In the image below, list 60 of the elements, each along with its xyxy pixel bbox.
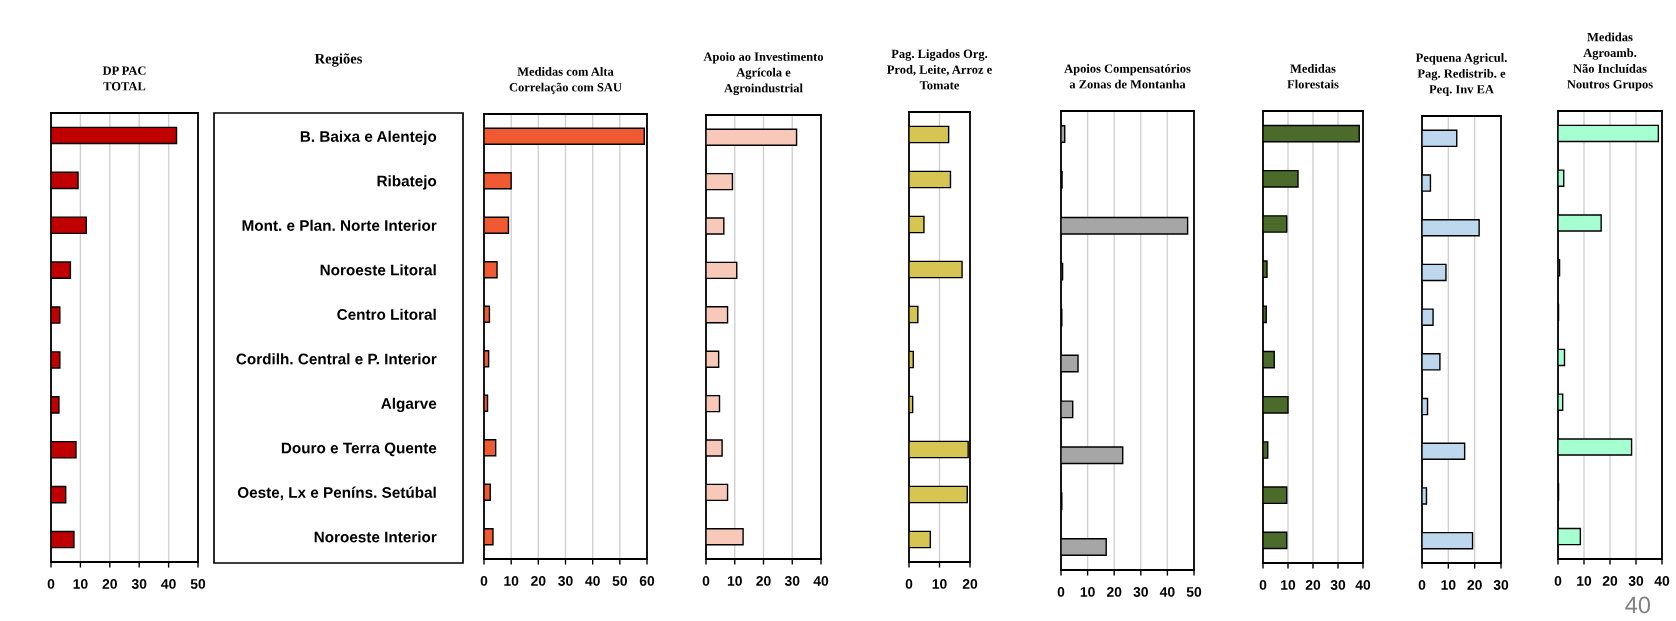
x-tick-label: 0 <box>47 579 55 589</box>
x-tick-label: 0 <box>702 576 710 586</box>
x-tick-label: 30 <box>1628 576 1644 586</box>
chart-title: DP PAC TOTAL <box>102 66 146 91</box>
chart-title: Pequena Agricul. Pag. Redistrib. e Peq. Inv EA <box>1415 53 1507 96</box>
y-tick-label: Noroeste Interior <box>314 531 437 543</box>
chart-title: Apoios Compensatórios a Zonas de Montanha <box>1064 63 1191 89</box>
x-tick-label: 30 <box>1133 587 1148 597</box>
x-tick-label: 20 <box>756 576 771 586</box>
y-axis-title: Regiões <box>314 53 363 67</box>
x-tick-label: 20 <box>1467 580 1482 590</box>
x-tick-label: 20 <box>962 579 978 589</box>
x-tick-label: 20 <box>102 579 117 589</box>
x-tick-label: 0 <box>480 576 488 586</box>
y-tick-label: Oeste, Lx e Peníns. Setúbal <box>237 486 436 501</box>
x-tick-label: 30 <box>784 576 800 586</box>
x-tick-label: 10 <box>932 579 947 589</box>
x-tick-label: 10 <box>504 576 519 586</box>
x-tick-label: 20 <box>1305 580 1321 590</box>
x-tick-label: 40 <box>585 576 600 586</box>
y-tick-label: Centro Litoral <box>337 308 436 320</box>
x-tick-label: 20 <box>1602 576 1618 586</box>
y-tick-label: Douro e Terra Quente <box>281 442 437 457</box>
x-tick-label: 10 <box>1577 576 1592 586</box>
x-tick-label: 40 <box>813 576 829 586</box>
x-tick-label: 10 <box>73 579 88 589</box>
y-tick-label: Noroeste Litoral <box>320 264 436 276</box>
x-tick-label: 30 <box>131 579 147 589</box>
x-tick-label: 50 <box>1186 587 1202 597</box>
x-tick-label: 0 <box>1554 576 1562 586</box>
y-tick-label: B. Baixa e Alentejo <box>300 130 437 145</box>
x-tick-label: 10 <box>727 576 742 586</box>
x-tick-label: 10 <box>1441 580 1456 590</box>
x-tick-label: 30 <box>1493 580 1509 590</box>
chart-title: Pag. Ligados Org. Prod, Leite, Arroz e Tomate <box>887 49 992 90</box>
chart-title: Medidas Agroamb. Não Incluídas Noutros Grupos <box>1567 32 1653 91</box>
x-tick-label: 40 <box>1654 576 1670 586</box>
x-tick-label: 0 <box>1057 587 1065 597</box>
x-tick-label: 20 <box>531 576 546 586</box>
y-tick-label: Ribatejo <box>377 175 437 190</box>
x-tick-label: 40 <box>1355 580 1371 590</box>
x-tick-label: 60 <box>639 576 655 586</box>
x-tick-label: 20 <box>1106 587 1122 597</box>
y-tick-label: Cordilh. Central e P. Interior <box>236 353 437 365</box>
x-tick-label: 10 <box>1281 580 1296 590</box>
x-tick-label: 0 <box>1418 580 1426 590</box>
chart-title: Medidas com Alta Correlação com SAU <box>509 66 622 94</box>
y-tick-label: Mont. e Plan. Norte Interior <box>242 219 437 231</box>
x-tick-label: 30 <box>558 576 573 586</box>
x-tick-label: 10 <box>1080 587 1095 597</box>
x-tick-label: 30 <box>1330 580 1346 590</box>
x-tick-label: 0 <box>905 579 913 589</box>
chart-title: Medidas Florestais <box>1287 63 1339 89</box>
y-tick-label: Algarve <box>381 397 437 413</box>
x-tick-label: 40 <box>161 579 176 589</box>
x-tick-label: 0 <box>1259 580 1267 590</box>
x-tick-label: 50 <box>612 576 627 586</box>
x-tick-label: 40 <box>1159 587 1175 597</box>
chart-title: Apoio ao Investimento Agrícola e Agroindustrial <box>703 52 824 95</box>
x-tick-label: 50 <box>190 579 206 589</box>
